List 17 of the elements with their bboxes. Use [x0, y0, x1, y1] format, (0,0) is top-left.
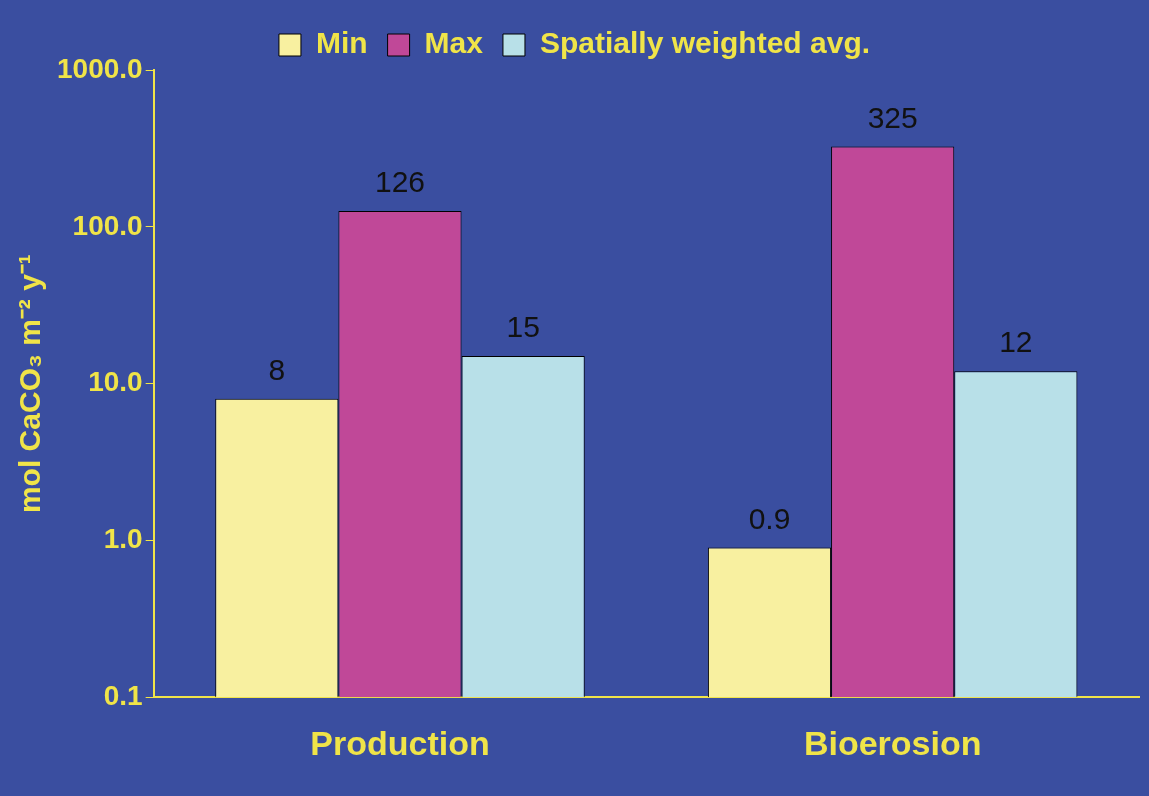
data-label: 12 — [999, 325, 1033, 359]
y-tick-label: 1000.0 — [57, 52, 143, 84]
legend-label: Spatially weighted avg. — [539, 26, 871, 60]
x-tick-label: Production — [310, 723, 490, 762]
data-label: 325 — [867, 100, 918, 134]
data-label: 15 — [506, 310, 540, 344]
y-axis-title: mol CaCO₃ m⁻² y⁻¹ — [13, 254, 47, 514]
y-tick-label: 0.1 — [103, 679, 143, 711]
legend-label: Max — [424, 26, 484, 60]
x-tick-label: Bioerosion — [803, 723, 982, 762]
y-tick-label: 1.0 — [103, 523, 143, 555]
y-tick-label: 100.0 — [72, 209, 143, 241]
data-label: 8 — [268, 353, 286, 387]
data-label: 126 — [374, 165, 426, 199]
y-tick-label: 10.0 — [88, 366, 143, 398]
legend-label: Min — [315, 26, 368, 60]
data-label: 0.9 — [748, 501, 791, 535]
